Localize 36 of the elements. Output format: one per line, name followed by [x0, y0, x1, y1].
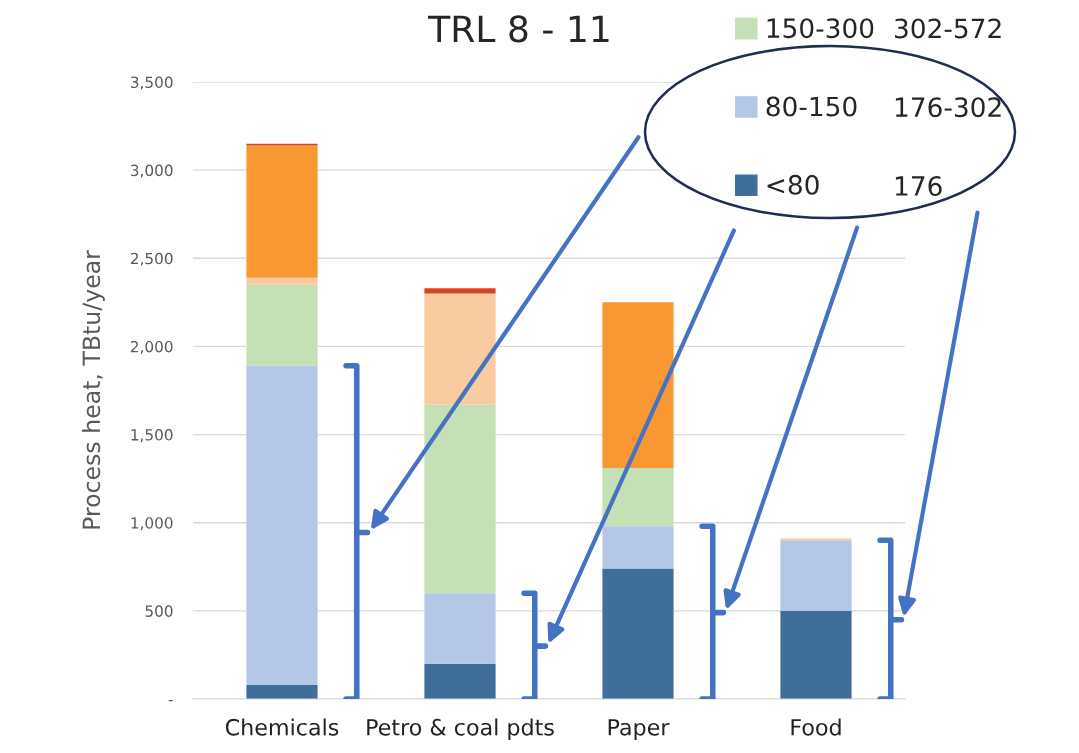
bar	[424, 593, 496, 664]
x-tick-label: Paper	[608, 719, 670, 740]
y-tick-label: 2,000	[130, 340, 173, 355]
y-axis-title: Process heat, TBtu/year	[81, 250, 105, 529]
bar	[246, 284, 318, 366]
annotation: 176	[895, 176, 942, 196]
bar	[780, 540, 852, 611]
y-tick-label: 3,000	[130, 164, 173, 178]
chart-title: TRL 8 - 11	[428, 15, 609, 43]
legend-label: 150-300	[767, 18, 874, 39]
y-tick-label: 1,000	[131, 517, 173, 531]
y-tick-label: -	[168, 700, 173, 702]
x-tick-label: Chemicals	[225, 718, 339, 736]
bar	[602, 526, 674, 569]
bar	[246, 145, 318, 278]
legend-label: <80	[767, 174, 819, 195]
legend-label: 80-150	[766, 96, 857, 117]
bar	[246, 365, 318, 685]
y-tick-label: 1,500	[131, 429, 173, 443]
y-tick-label: 500	[145, 605, 173, 617]
bar	[246, 277, 318, 285]
bar	[424, 293, 496, 405]
bar	[602, 568, 674, 699]
x-tick-label: Food	[791, 718, 841, 736]
bar	[424, 663, 496, 699]
y-tick-label: 2,500	[130, 252, 173, 266]
bar	[602, 468, 674, 527]
text: 302-572	[895, 18, 1001, 39]
bar	[602, 302, 674, 469]
bar	[424, 288, 496, 294]
x-tick-label: Petro & coal pdts	[367, 718, 554, 740]
bar	[424, 404, 496, 594]
annotation: 176-302	[895, 97, 1001, 118]
bar	[780, 610, 852, 699]
bar	[246, 684, 318, 699]
y-tick-label: 3,500	[130, 76, 173, 90]
